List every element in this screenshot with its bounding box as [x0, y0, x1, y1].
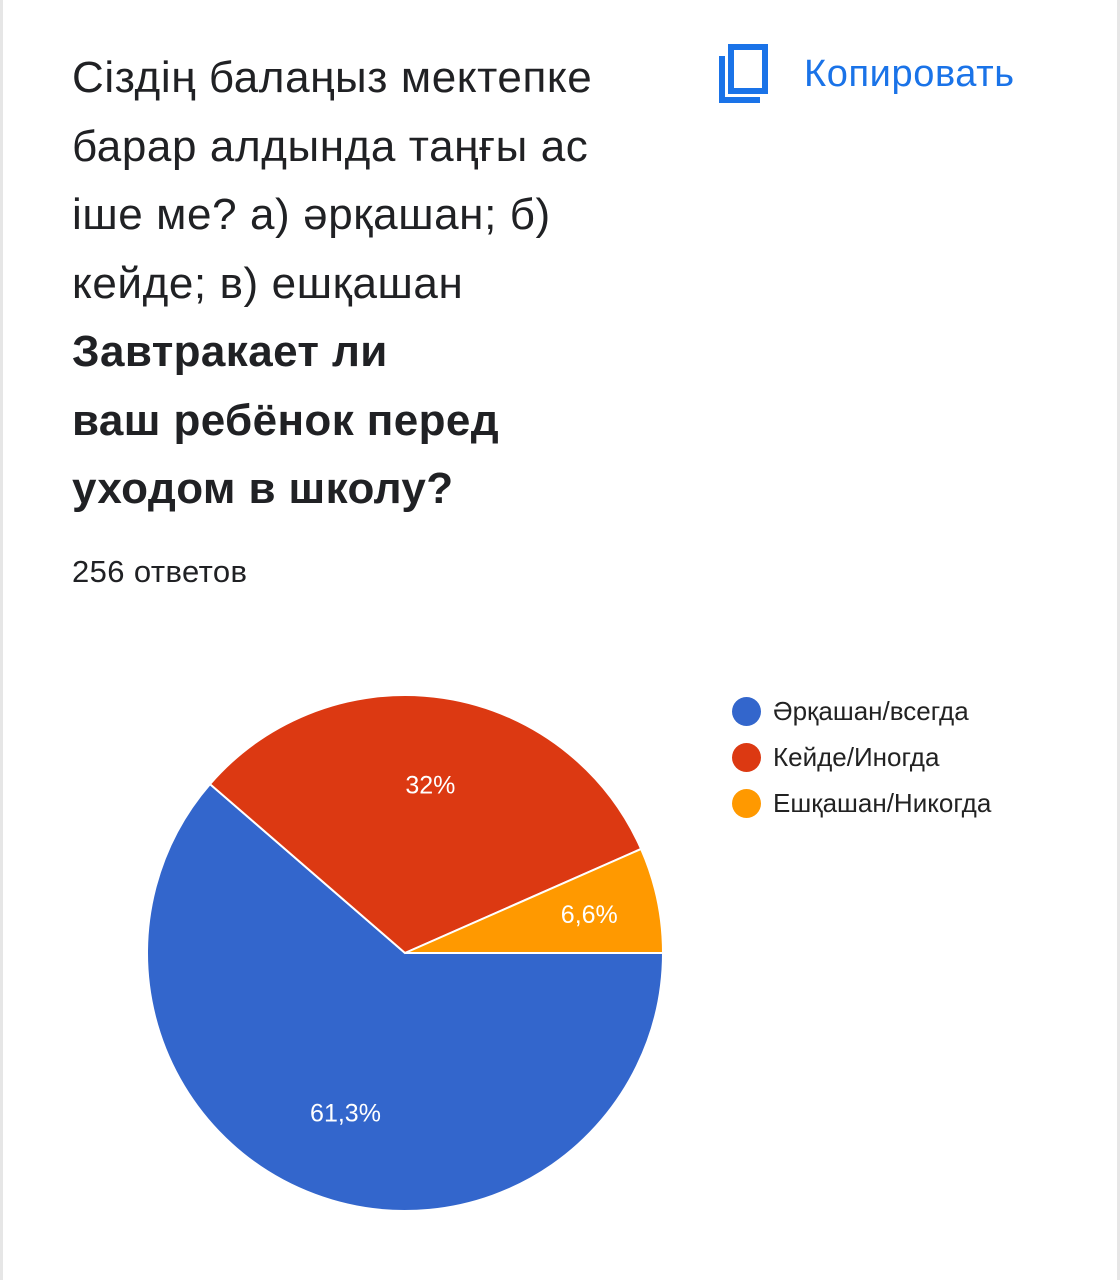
slice-label: 61,3% [310, 1100, 381, 1128]
question-line-kz: барар алдында таңғы ас [72, 121, 589, 171]
slice-label: 32% [405, 772, 455, 800]
question-line-kz: Сіздің балаңыз мектепке [72, 53, 593, 102]
question-line-ru: Завтракает ли [72, 327, 388, 376]
legend-label: Әрқашан/всегда [773, 695, 969, 726]
copy-button-label: Копировать [804, 52, 1015, 95]
legend-swatch [732, 696, 761, 726]
legend-swatch [732, 742, 761, 772]
left-border [0, 0, 3, 1280]
legend-item[interactable]: Әрқашан/всегда [732, 688, 991, 734]
legend-label: Ешқашан/Никогда [773, 787, 992, 818]
responses-count: 256 ответов [72, 554, 248, 589]
chart-legend: Әрқашан/всегда Кейде/Иногда Ешқашан/Нико… [732, 688, 991, 826]
legend-swatch [732, 788, 761, 818]
copy-icon [719, 44, 768, 103]
copy-button[interactable]: Копировать [716, 40, 1015, 108]
pie-slice[interactable] [208, 694, 643, 955]
question-line-kz: іше ме? а) әрқашан; б) [72, 190, 551, 239]
slice-label: 6,6% [561, 901, 618, 929]
question-title: Сіздің балаңыз мектепке барар алдында та… [72, 44, 672, 524]
legend-item[interactable]: Ешқашан/Никогда [732, 780, 991, 826]
pie-slice[interactable] [146, 782, 665, 1212]
legend-item[interactable]: Кейде/Иногда [732, 734, 991, 780]
right-border [1117, 0, 1120, 1280]
pie-slice[interactable] [404, 847, 665, 954]
legend-label: Кейде/Иногда [773, 741, 940, 772]
pie-chart: 61,3% 32% 6,6% [146, 694, 665, 1212]
question-line-ru: уходом в школу? [72, 464, 454, 513]
question-line-kz: кейде; в) ешқашан [72, 258, 464, 308]
question-line-ru: ваш ребёнок перед [72, 395, 500, 445]
